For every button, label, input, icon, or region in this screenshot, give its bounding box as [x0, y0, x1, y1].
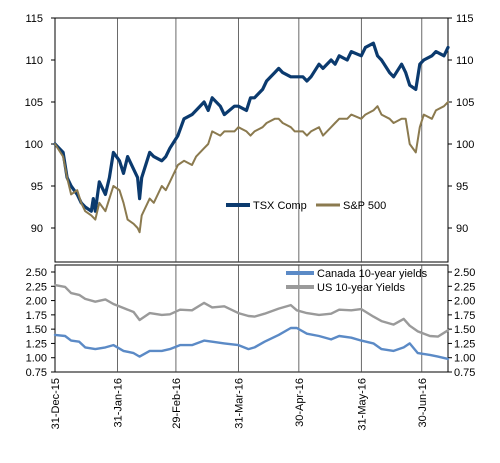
bottom-ytick-label-right: 2.00 [454, 296, 475, 308]
top-ytick-label-right: 100 [456, 139, 474, 151]
top-plot-frame [54, 17, 449, 263]
top-ytick-label-right: 90 [456, 223, 468, 235]
x-tick-label: 31-May-16 [356, 378, 368, 431]
top-ytick-label-left: 105 [25, 97, 43, 109]
x-axis: 31-Dec-15 31-Jan-16 29-Feb-16 31-Mar-16 30-A… [50, 378, 429, 431]
bottom-plot-frame [54, 264, 449, 373]
legend-label: Canada 10-year yields [317, 268, 428, 280]
x-tick-label: 30-Apr-16 [294, 378, 306, 427]
top-ytick-label-left: 110 [25, 55, 43, 67]
bottom-ytick-label-right: 1.25 [454, 338, 475, 350]
series-line-canada-10-year-yields [53, 326, 450, 361]
bottom-chart-panel: 0.75 0.75 1.00 1.00 1.25 1.25 1.50 1.50 1.75 1.75… [26, 264, 475, 379]
bottom-ytick-label-left: 2.50 [26, 267, 47, 279]
legend-label: S&P 500 [343, 200, 386, 212]
bottom-ytick-label-right: 1.00 [454, 353, 475, 365]
bottom-ytick-label-right: 1.75 [454, 310, 475, 322]
x-tick-label: 30-Jun-16 [417, 378, 429, 428]
bottom-ytick-label-left: 2.00 [26, 296, 47, 308]
bottom-ytick-label-left: 2.25 [26, 281, 47, 293]
bottom-ytick-label-right: 0.75 [454, 367, 475, 379]
top-chart-panel: 90 90 95 95 100 100 105 105 110 110 115 115 TSX Comp… [25, 13, 474, 263]
bottom-ytick-label-left: 1.25 [26, 338, 47, 350]
series-line-s-p-500 [54, 101, 449, 234]
series-line-tsx-comp [53, 41, 450, 213]
bottom-ytick-label-left: 1.50 [26, 324, 47, 336]
top-ytick-label-left: 90 [31, 223, 43, 235]
top-ytick-label-right: 115 [456, 13, 474, 25]
bottom-ytick-label-left: 0.75 [26, 367, 47, 379]
legend-label: US 10-year Yields [317, 282, 406, 294]
bottom-ytick-label-right: 1.50 [454, 324, 475, 336]
bottom-ytick-label-right: 2.50 [454, 267, 475, 279]
top-ytick-label-right: 110 [456, 55, 474, 67]
legend-label: TSX Comp [253, 200, 307, 212]
top-ytick-label-left: 95 [31, 181, 43, 193]
x-tick-label: 31-Dec-15 [50, 378, 62, 429]
top-ytick-label-left: 100 [25, 139, 43, 151]
bottom-ytick-label-left: 1.00 [26, 353, 47, 365]
x-tick-label: 29-Feb-16 [171, 378, 183, 429]
x-tick-label: 31-Mar-16 [233, 378, 245, 429]
top-ytick-label-right: 105 [456, 97, 474, 109]
top-ytick-label-left: 115 [25, 13, 43, 25]
bottom-ytick-label-right: 2.25 [454, 281, 475, 293]
x-tick-label: 31-Jan-16 [112, 378, 124, 428]
series-line-us-10-year-yields [53, 283, 450, 338]
top-ytick-label-right: 95 [456, 181, 468, 193]
bottom-ytick-label-left: 1.75 [26, 310, 47, 322]
